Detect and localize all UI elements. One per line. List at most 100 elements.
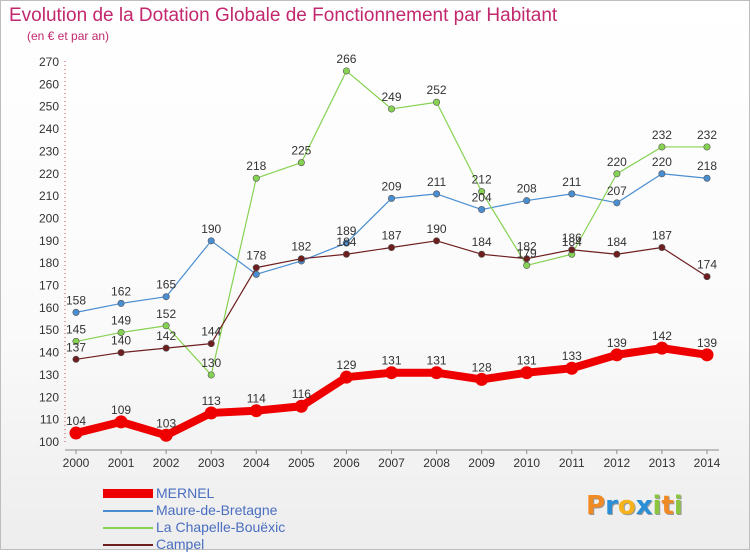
y-tick-label: 260 xyxy=(39,77,59,91)
x-tick-label: 2006 xyxy=(333,456,360,470)
y-tick-label: 150 xyxy=(39,323,59,337)
legend-swatch-la-chapelle-bouexic xyxy=(103,527,153,529)
y-tick-label: 160 xyxy=(39,301,59,315)
x-tick-label: 2011 xyxy=(559,456,585,470)
logo-letter: i xyxy=(673,491,683,521)
y-tick-label: 190 xyxy=(39,234,59,248)
data-point xyxy=(385,366,398,380)
data-point xyxy=(114,415,128,429)
legend-item-maure-de-bretagne: Maure-de-Bretagne xyxy=(103,502,363,519)
data-point xyxy=(700,348,714,362)
x-tick-label: 2012 xyxy=(604,456,631,470)
data-label: 207 xyxy=(607,184,627,198)
data-point xyxy=(69,426,83,440)
x-tick-label: 2003 xyxy=(198,456,225,470)
proxiti-logo: Proxiti xyxy=(586,491,683,521)
x-tick-label: 2014 xyxy=(694,456,721,470)
data-point xyxy=(162,322,170,330)
legend-item-mernel: MERNEL xyxy=(103,485,363,502)
data-point xyxy=(342,239,350,247)
data-label: 149 xyxy=(111,313,131,327)
data-label: 208 xyxy=(517,182,537,196)
data-label: 211 xyxy=(427,175,446,189)
y-tick-label: 240 xyxy=(39,122,59,136)
data-label: 190 xyxy=(427,222,447,236)
data-point xyxy=(159,428,173,442)
y-tick-label: 120 xyxy=(39,390,59,404)
data-point xyxy=(204,406,218,420)
data-point xyxy=(433,237,441,245)
data-point xyxy=(565,361,579,375)
y-tick-label: 270 xyxy=(39,55,59,69)
data-label: 209 xyxy=(381,179,401,193)
data-point xyxy=(523,261,531,269)
data-label: 144 xyxy=(201,325,221,339)
data-point xyxy=(568,190,576,198)
x-tick-label: 2004 xyxy=(243,456,270,470)
legend-swatch-mernel xyxy=(103,489,153,498)
data-label: 187 xyxy=(381,229,401,243)
data-point xyxy=(342,250,350,258)
data-label: 139 xyxy=(607,336,627,350)
logo-letter: t xyxy=(661,491,674,521)
data-point xyxy=(658,170,666,178)
data-point xyxy=(72,355,80,363)
data-point xyxy=(523,197,531,205)
data-point xyxy=(117,299,125,307)
y-tick-label: 110 xyxy=(40,413,59,427)
x-tick-label: 2005 xyxy=(288,456,315,470)
data-point xyxy=(433,98,441,106)
data-point xyxy=(252,264,260,272)
logo-letter: x xyxy=(635,491,653,521)
data-label: 113 xyxy=(202,394,221,408)
data-label: 114 xyxy=(247,392,266,406)
data-label: 116 xyxy=(292,387,311,401)
data-label: 103 xyxy=(156,416,176,430)
data-point xyxy=(207,340,215,348)
data-point xyxy=(249,404,263,418)
data-label: 204 xyxy=(472,191,492,205)
y-tick-label: 210 xyxy=(39,189,59,203)
data-label: 104 xyxy=(66,414,86,428)
y-tick-label: 170 xyxy=(39,279,59,293)
data-label: 129 xyxy=(336,358,356,372)
data-point xyxy=(430,366,444,380)
x-tick-label: 2001 xyxy=(108,456,135,470)
data-point xyxy=(520,366,534,380)
data-point xyxy=(613,250,621,258)
data-label: 218 xyxy=(246,159,266,173)
data-label: 145 xyxy=(66,322,86,336)
x-tick-label: 2002 xyxy=(153,456,180,470)
data-label: 220 xyxy=(652,155,672,169)
chart-subtitle: (en € et par an) xyxy=(27,29,110,43)
logo-letter: P xyxy=(586,491,606,521)
y-tick-label: 100 xyxy=(39,435,59,449)
legend-item-campel: Campel xyxy=(103,536,363,553)
data-point xyxy=(703,273,711,281)
chart-title: Evolution de la Dotation Globale de Fonc… xyxy=(9,5,558,26)
legend-label-mernel: MERNEL xyxy=(156,485,215,501)
data-label: 165 xyxy=(156,278,176,292)
data-label: 142 xyxy=(652,329,672,343)
data-label: 142 xyxy=(156,329,176,343)
data-point xyxy=(207,371,215,379)
data-point xyxy=(339,370,353,384)
data-point xyxy=(252,174,260,182)
data-point xyxy=(523,255,531,263)
data-label: 266 xyxy=(336,52,356,66)
data-label: 140 xyxy=(111,334,131,348)
y-tick-label: 130 xyxy=(39,368,59,382)
data-point xyxy=(387,244,395,252)
data-label: 211 xyxy=(562,175,581,189)
data-label: 220 xyxy=(607,155,627,169)
logo-letter: i xyxy=(652,491,662,521)
data-label: 212 xyxy=(472,173,492,187)
data-label: 178 xyxy=(246,249,266,263)
y-tick-label: 180 xyxy=(39,256,59,270)
data-point xyxy=(478,188,486,196)
data-label: 252 xyxy=(427,83,447,97)
data-point xyxy=(478,206,486,214)
x-tick-label: 2009 xyxy=(468,456,495,470)
data-label: 218 xyxy=(697,159,717,173)
